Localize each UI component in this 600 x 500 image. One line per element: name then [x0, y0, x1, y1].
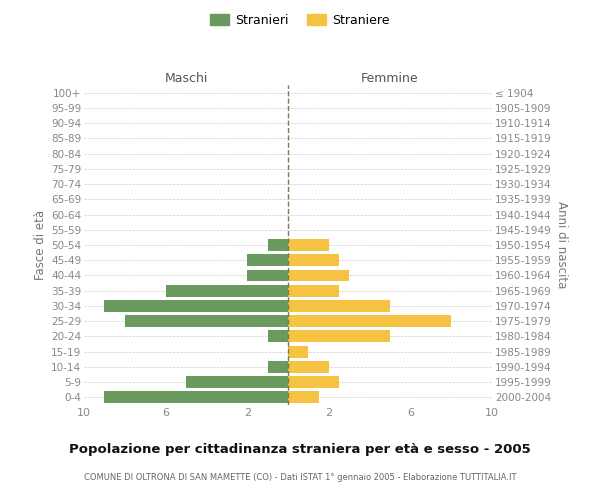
Y-axis label: Fasce di età: Fasce di età: [34, 210, 47, 280]
Text: Femmine: Femmine: [361, 72, 419, 85]
Bar: [268, 239, 288, 251]
Bar: [268, 361, 288, 373]
Bar: [288, 300, 390, 312]
Bar: [247, 254, 288, 266]
Bar: [288, 392, 319, 404]
Bar: [288, 361, 329, 373]
Bar: [288, 254, 339, 266]
Legend: Stranieri, Straniere: Stranieri, Straniere: [205, 8, 395, 32]
Bar: [166, 285, 288, 296]
Bar: [288, 270, 349, 281]
Bar: [125, 315, 288, 327]
Y-axis label: Anni di nascita: Anni di nascita: [555, 202, 568, 288]
Bar: [288, 315, 451, 327]
Bar: [104, 300, 288, 312]
Bar: [288, 239, 329, 251]
Bar: [288, 285, 339, 296]
Bar: [288, 346, 308, 358]
Text: Maschi: Maschi: [164, 72, 208, 85]
Bar: [186, 376, 288, 388]
Text: COMUNE DI OLTRONA DI SAN MAMETTE (CO) - Dati ISTAT 1° gennaio 2005 - Elaborazion: COMUNE DI OLTRONA DI SAN MAMETTE (CO) - …: [84, 472, 516, 482]
Bar: [268, 330, 288, 342]
Bar: [288, 376, 339, 388]
Text: Popolazione per cittadinanza straniera per età e sesso - 2005: Popolazione per cittadinanza straniera p…: [69, 442, 531, 456]
Bar: [104, 392, 288, 404]
Bar: [288, 330, 390, 342]
Bar: [247, 270, 288, 281]
